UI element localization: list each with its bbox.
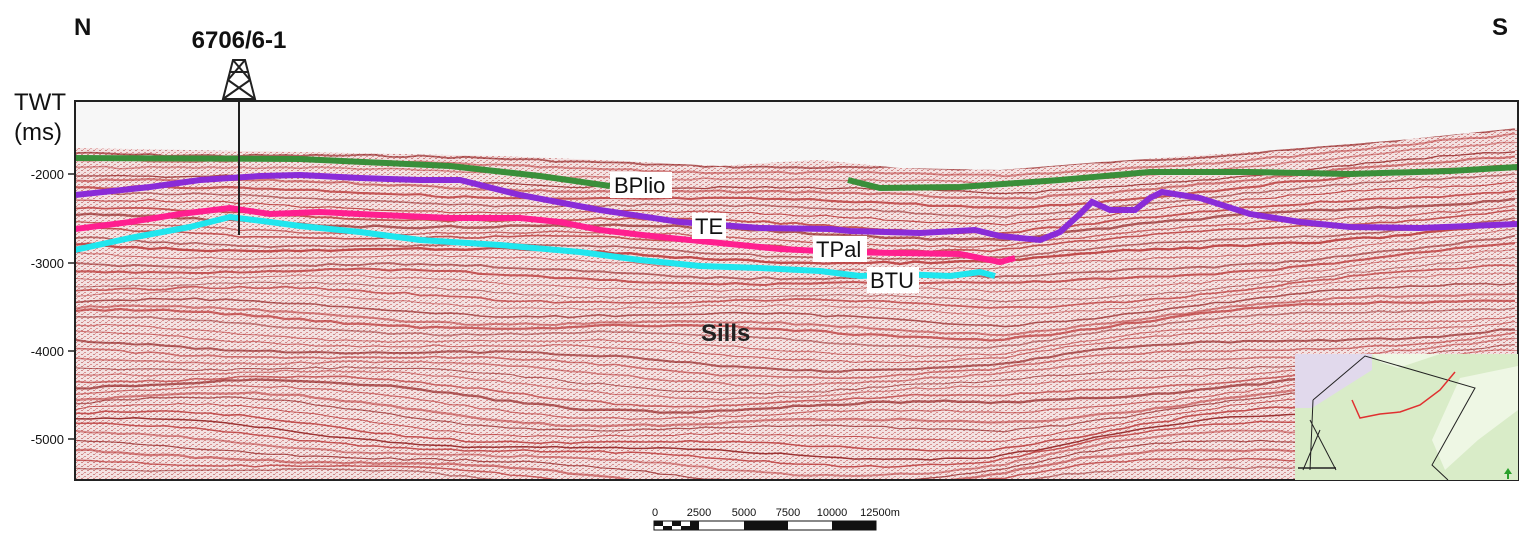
- axis-tick-label: -5000: [31, 432, 64, 447]
- axis-tick-label: -3000: [31, 256, 64, 271]
- horizon-tpal-line: [75, 204, 1016, 266]
- reflector-trace: [75, 307, 1516, 349]
- horizon-te-line: [75, 171, 1518, 244]
- reflector-trace: [75, 189, 1516, 235]
- reflector-trace: [75, 420, 1516, 469]
- horizon-label-bplio: BPlio: [614, 173, 665, 198]
- feature-label-sills: Sills: [701, 320, 750, 347]
- reflector-trace: [75, 443, 1516, 480]
- reflector-trace: [75, 452, 1516, 480]
- seismic-panel: [75, 101, 1518, 480]
- derrick-icon: [221, 59, 257, 100]
- reflector-trace: [75, 328, 1516, 373]
- axis-title-line1: TWT: [14, 89, 66, 116]
- axis-ticks: -2000 -3000 -4000 -5000: [31, 167, 75, 447]
- reflector-trace: [75, 217, 1516, 261]
- reflector-trace: [75, 363, 1516, 414]
- horizon-label-tpal: TPal: [816, 237, 861, 262]
- reflector-trace: [75, 204, 1516, 248]
- horizon-labels: BPlio TE TPal BTU Sills: [610, 172, 919, 347]
- reflector-trace: [75, 349, 1516, 401]
- reflector-trace: [75, 405, 1516, 452]
- scalebar-label: 5000: [732, 507, 756, 519]
- location-inset-map: [1295, 354, 1518, 481]
- reflector-trace: [75, 396, 1516, 443]
- scalebar-label: 7500: [776, 507, 800, 519]
- reflector-trace: [75, 181, 1516, 226]
- inset-light-area: [1372, 354, 1440, 368]
- well-marker: 6706/6-1: [192, 27, 287, 235]
- reflector-trace: [75, 282, 1516, 328]
- compass-north: N: [74, 14, 91, 41]
- scalebar-label: 10000: [817, 507, 848, 519]
- horizon-bplio: [75, 155, 1518, 192]
- inset-purple-area: [1295, 354, 1372, 408]
- reflector-trace: [75, 429, 1516, 477]
- water-column: [75, 101, 1518, 170]
- reflector-trace: [75, 242, 1516, 287]
- reflector-trace: [75, 234, 1516, 281]
- reflector-trace: [75, 155, 1516, 200]
- reflector-trace: [75, 355, 1516, 408]
- inset-light-area: [1432, 366, 1518, 470]
- axis-tick-label: -2000: [31, 167, 64, 182]
- axis-title-line2: (ms): [14, 119, 62, 146]
- north-arrow-icon: [1504, 468, 1512, 479]
- horizon-label-te: TE: [695, 214, 723, 239]
- reflector-trace: [75, 256, 1516, 303]
- horizon-bplio-line-south: [847, 164, 1518, 192]
- horizon-bplio-line: [75, 155, 611, 189]
- reflector-trace: [75, 413, 1516, 461]
- reflector-trace: [75, 164, 1516, 209]
- scalebar-label: 12500m: [860, 507, 900, 519]
- compass-south: S: [1492, 14, 1508, 41]
- reflector-trace: [75, 320, 1516, 364]
- well-label: 6706/6-1: [192, 27, 287, 54]
- scalebar-label: 0: [652, 507, 658, 519]
- reflector-trace: [75, 272, 1516, 317]
- reflector-trace: [75, 344, 1516, 395]
- reflector-trace: [75, 387, 1516, 433]
- horizon-label-btu: BTU: [870, 268, 914, 293]
- reflector-trace: [75, 264, 1516, 309]
- reflector-trace: [75, 315, 1516, 358]
- reflector-trace: [75, 337, 1516, 387]
- reflector-trace: [75, 248, 1516, 293]
- reflector-trace: [75, 128, 1516, 171]
- reflector-trace: [75, 293, 1516, 337]
- scalebar-label: 2500: [687, 507, 711, 519]
- reflector-trace: [75, 380, 1516, 428]
- reflector-trace: [75, 447, 1516, 480]
- reflector-trace: [75, 299, 1515, 342]
- reflector-trace: [75, 173, 1516, 219]
- reflector-trace: [75, 372, 1516, 421]
- seismic-reflectors: [75, 128, 1516, 480]
- reflector-trace: [75, 331, 1516, 380]
- reflector-trace: [75, 141, 1516, 186]
- reflector-trace: [75, 220, 1516, 266]
- inset-outline: [1302, 355, 1476, 481]
- reflector-trace: [75, 439, 1516, 480]
- seismic-panel-border: [74, 100, 1519, 481]
- inset-section-line: [1351, 371, 1456, 419]
- scalebar: 0 2500 5000 7500 10000 12500m: [652, 507, 900, 531]
- axis-tick-label: -4000: [31, 344, 64, 359]
